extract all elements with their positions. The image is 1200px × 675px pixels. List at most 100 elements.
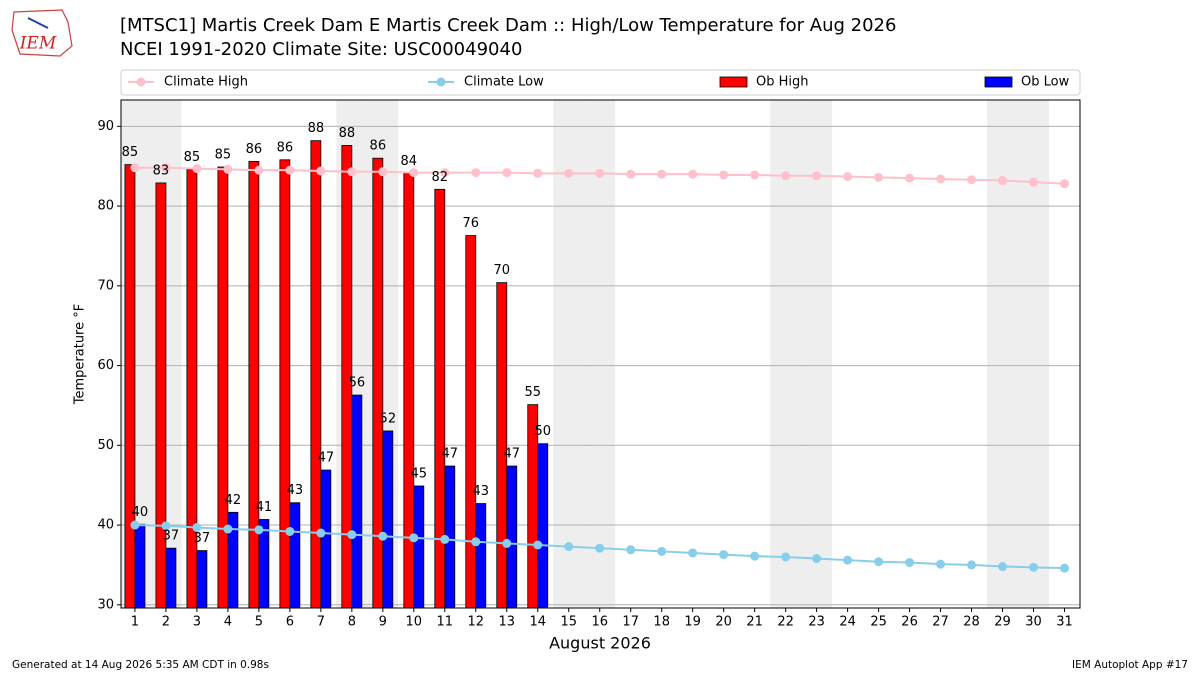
bar — [217, 166, 229, 608]
footer-right: IEM Autoplot App #17 — [1072, 659, 1188, 671]
bar — [434, 188, 446, 608]
x-tick-label: 2 — [162, 615, 170, 630]
data-label: 43 — [473, 484, 490, 499]
x-tick-label: 31 — [1056, 615, 1073, 630]
legend-label: Ob High — [756, 75, 809, 90]
bar — [248, 161, 260, 608]
data-label: 86 — [370, 139, 387, 154]
bar — [320, 469, 332, 608]
bar — [258, 519, 270, 608]
x-tick-label: 10 — [406, 615, 423, 630]
point — [409, 168, 419, 178]
point — [1060, 179, 1070, 189]
plot — [121, 100, 1080, 608]
x-tick-label: 20 — [715, 615, 732, 630]
bar — [165, 547, 177, 608]
x-tick-label: 9 — [379, 615, 387, 630]
point — [192, 164, 202, 174]
point — [626, 545, 636, 555]
data-label: 83 — [153, 163, 170, 178]
point — [967, 560, 977, 570]
point — [998, 176, 1008, 186]
point — [719, 550, 729, 560]
x-tick-label: 3 — [193, 615, 201, 630]
data-label: 50 — [534, 424, 551, 439]
data-label: 76 — [463, 216, 480, 231]
point — [564, 542, 574, 552]
legend-swatch — [984, 76, 1013, 88]
point — [1060, 563, 1070, 573]
data-label: 85 — [215, 147, 232, 162]
point — [936, 559, 946, 569]
point — [192, 522, 202, 532]
bar — [403, 172, 415, 608]
y-tick-label: 80 — [97, 199, 114, 214]
point — [595, 168, 605, 178]
x-tick-label: 8 — [348, 615, 356, 630]
data-label: 85 — [184, 150, 201, 165]
legend-label: Ob Low — [1021, 75, 1070, 90]
point — [285, 165, 295, 175]
point — [223, 524, 233, 534]
point — [905, 558, 915, 568]
data-label: 86 — [277, 140, 294, 155]
legend-marker — [436, 77, 446, 87]
point — [347, 530, 357, 540]
bar — [413, 485, 425, 608]
point — [719, 170, 729, 180]
data-label: 45 — [411, 466, 428, 481]
x-tick-label: 6 — [286, 615, 294, 630]
point — [781, 171, 791, 181]
chart-title: [MTSC1] Martis Creek Dam E Martis Creek … — [120, 15, 896, 36]
point — [161, 521, 171, 531]
data-label: 56 — [349, 376, 366, 391]
point — [378, 167, 388, 177]
x-tick-label: 30 — [1025, 615, 1042, 630]
point — [254, 525, 264, 535]
x-tick-label: 7 — [317, 615, 325, 630]
x-tick-label: 4 — [224, 615, 232, 630]
bar — [124, 164, 136, 608]
y-tick-label: 50 — [97, 438, 114, 453]
point — [130, 520, 140, 530]
point — [440, 534, 450, 544]
point — [1029, 562, 1039, 572]
bar — [310, 140, 322, 608]
point — [750, 170, 760, 180]
legend-marker — [136, 77, 146, 87]
logo: IEM — [11, 9, 73, 57]
data-label: 70 — [493, 263, 510, 278]
x-tick-label: 25 — [870, 615, 887, 630]
bar — [279, 159, 291, 608]
x-tick-label: 13 — [498, 615, 515, 630]
data-label: 42 — [225, 493, 242, 508]
data-label: 84 — [401, 154, 418, 169]
data-label: 52 — [380, 411, 397, 426]
x-tick-label: 15 — [560, 615, 577, 630]
point — [471, 168, 481, 178]
logo-text: IEM — [19, 34, 57, 54]
point — [223, 164, 233, 174]
point — [967, 175, 977, 185]
x-tick-label: 19 — [684, 615, 701, 630]
footer-left: Generated at 14 Aug 2026 5:35 AM CDT in … — [12, 659, 269, 671]
point — [1029, 177, 1039, 187]
weekend-shade — [770, 100, 802, 608]
point — [936, 174, 946, 184]
point — [471, 537, 481, 547]
x-tick-label: 18 — [653, 615, 670, 630]
point — [626, 169, 636, 179]
point — [657, 169, 667, 179]
legend-label: Climate Low — [464, 75, 544, 90]
data-label: 41 — [256, 500, 273, 515]
point — [161, 163, 171, 173]
data-label: 86 — [246, 142, 263, 157]
point — [812, 171, 822, 181]
point — [533, 540, 543, 550]
data-label: 55 — [524, 385, 541, 400]
plot-frame — [120, 99, 1081, 609]
weekend-shade — [801, 100, 833, 608]
x-tick-label: 16 — [591, 615, 608, 630]
point — [440, 168, 450, 178]
